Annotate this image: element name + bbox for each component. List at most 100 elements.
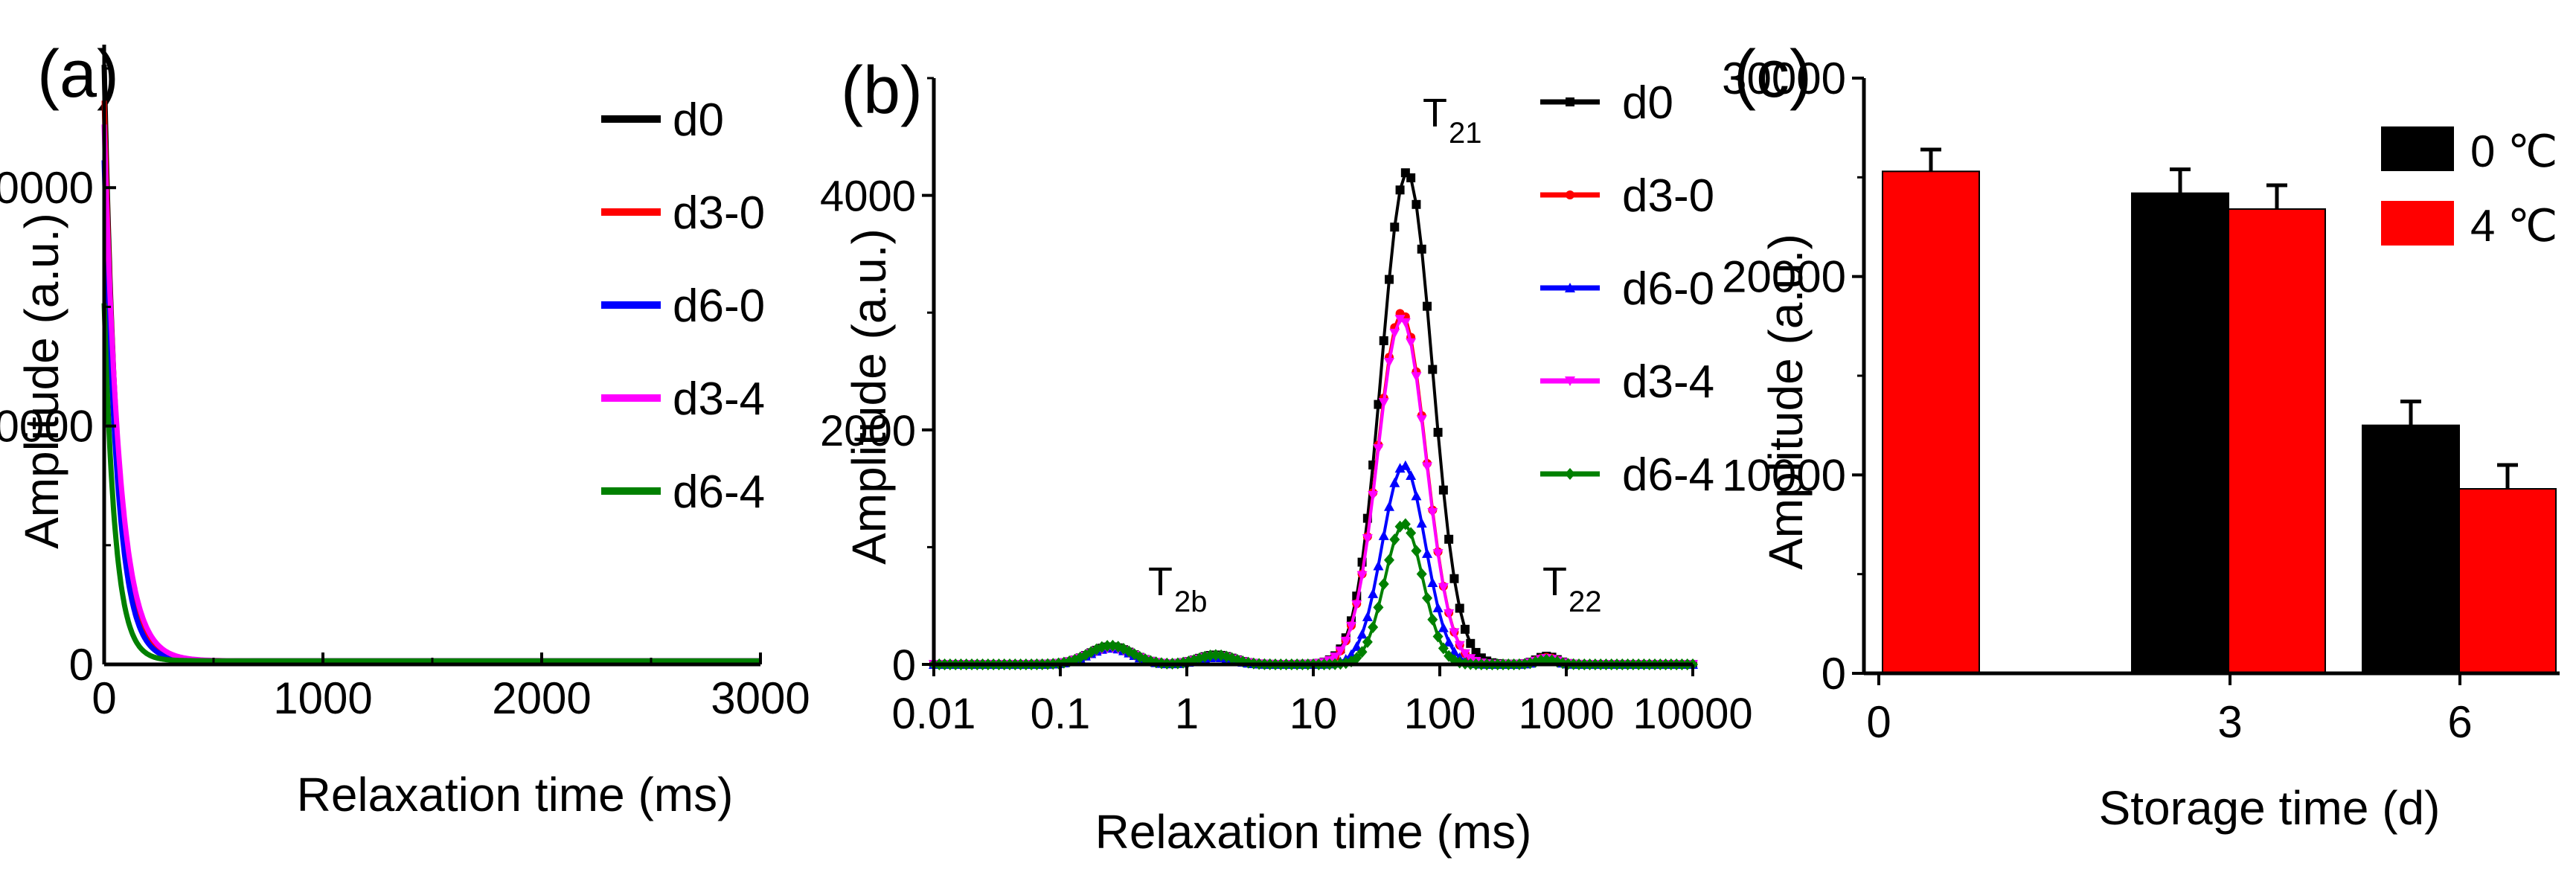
legend-a-label-d6-0: d6-0 <box>673 280 765 332</box>
series-a-d6-4 <box>101 303 760 664</box>
marker <box>1444 609 1455 619</box>
panel-c-bars-group <box>1882 147 2557 675</box>
annotation-T21-sub: 21 <box>1449 117 1482 150</box>
legend-a-label-d6-4: d6-4 <box>673 466 765 518</box>
marker <box>1427 508 1438 519</box>
panel-c-xlabel: Storage time (d) <box>2099 781 2441 835</box>
marker <box>1565 376 1575 386</box>
marker <box>1454 641 1465 651</box>
panel-a-xlabel: Relaxation time (ms) <box>297 768 734 821</box>
panel-c-label: (c) <box>1734 37 1812 112</box>
marker <box>1566 97 1574 106</box>
marker <box>1394 315 1406 325</box>
series-a-d3-0 <box>101 100 760 664</box>
panel-c-ytick-label: 10000 <box>1722 450 1846 500</box>
marker <box>1356 646 1368 658</box>
marker <box>1433 428 1443 437</box>
panel-c-xtick-label: 6 <box>2447 697 2472 747</box>
panel-b-label: (b) <box>841 54 923 128</box>
legend-b-label-d6-0: d6-0 <box>1622 263 1714 315</box>
annotation-T2b: T 2b <box>1148 559 1208 618</box>
marker <box>1427 577 1438 588</box>
marker <box>1351 652 1362 664</box>
marker <box>1351 600 1362 610</box>
panel-a-xtick-label: 0 <box>92 673 116 723</box>
legend-b-label-d6-4: d6-4 <box>1622 449 1714 501</box>
marker <box>1406 173 1416 183</box>
marker <box>1330 652 1341 663</box>
panel-a-xtick-label: 2000 <box>492 673 591 723</box>
legend-c-label-0C: 0 ℃ <box>2470 126 2557 176</box>
legend-c-swatch-4C <box>2381 201 2454 246</box>
panel-a-ylabel: Amplitude (a.u.) <box>15 213 68 549</box>
series-a-d3-4 <box>101 124 760 664</box>
marker <box>1385 275 1394 284</box>
marker <box>1466 638 1476 648</box>
marker <box>1416 568 1427 580</box>
legend-a-label-d3-0: d3-0 <box>673 187 765 239</box>
series-b-line <box>934 464 1693 666</box>
marker <box>1565 468 1575 480</box>
panel-b-xtick-label: 100 <box>1404 690 1476 738</box>
marker <box>1379 336 1388 345</box>
panel-a-xtick-label: 3000 <box>711 673 810 723</box>
annotation-T21: T 21 <box>1423 91 1482 150</box>
marker <box>1438 642 1449 655</box>
marker <box>1422 462 1432 472</box>
marker <box>1444 534 1454 544</box>
marker <box>1455 603 1464 613</box>
legend-c-label-4C: 4 ℃ <box>2470 201 2557 251</box>
marker <box>1417 244 1426 254</box>
panel-a: (a) 010002000300001000020000 Amplitude (… <box>0 37 810 821</box>
marker <box>1373 444 1384 455</box>
marker <box>1400 460 1411 470</box>
marker <box>1460 649 1470 659</box>
panel-b-axes: 0.01 0.1 1 10 100 1000 10000 0 2000 4000 <box>820 77 1753 738</box>
marker <box>1356 571 1368 581</box>
panel-c-xtick-label: 3 <box>2217 697 2242 747</box>
panel-c-ytick-label: 20000 <box>1722 252 1846 302</box>
marker <box>1390 222 1400 232</box>
panel-b-ytick-label: 2000 <box>820 407 916 455</box>
marker <box>1362 635 1373 648</box>
panel-c-ytick-label: 0 <box>1822 649 1846 699</box>
marker <box>1384 358 1394 368</box>
marker <box>1400 518 1411 530</box>
annotation-T2b-sub: 2b <box>1174 586 1208 618</box>
marker <box>1416 518 1427 528</box>
marker <box>1395 185 1405 195</box>
marker <box>1406 338 1417 348</box>
panel-b-ylabel: Amplitude (a.u.) <box>842 228 896 565</box>
annotation-T21-base: T <box>1423 91 1447 135</box>
marker <box>1384 501 1394 511</box>
panel-b-xlabel: Relaxation time (ms) <box>1095 805 1532 859</box>
marker <box>1356 629 1368 639</box>
annotation-T22-sub: 22 <box>1569 586 1602 618</box>
panel-c-ytick-label: 30000 <box>1722 54 1846 103</box>
panel-c: (c) 0 3 6 0 10000 20000 30000 Amplitude (a.u.)… <box>1722 37 2560 835</box>
bar-0C-day-3 <box>2131 192 2229 674</box>
marker <box>1389 328 1400 339</box>
marker <box>1438 622 1449 632</box>
panel-b-legend: d0 d3-0 d6-0 d3-4 d6-4 <box>1540 77 1714 501</box>
legend-b-label-d3-4: d3-4 <box>1622 356 1714 408</box>
series-a-d6-0 <box>101 160 760 664</box>
panel-c-axes: 0 3 6 0 10000 20000 30000 <box>1722 54 2560 747</box>
marker <box>1362 611 1373 621</box>
marker <box>1362 534 1373 545</box>
marker <box>1438 583 1449 593</box>
panel-b-xtick-label: 1000 <box>1518 690 1614 738</box>
bar-4C-day-6 <box>2458 488 2557 674</box>
marker <box>1427 613 1438 626</box>
panel-a-ytick-label: 0 <box>69 640 94 690</box>
marker <box>1378 398 1389 408</box>
bar-4C-day-0 <box>1882 170 1980 675</box>
marker <box>1389 477 1400 487</box>
marker <box>1378 578 1389 591</box>
marker <box>1444 636 1455 647</box>
legend-b-label-d3-0: d3-0 <box>1622 170 1714 222</box>
panel-b-xtick-label: 10 <box>1289 690 1338 738</box>
panel-a-ytick-label: 10000 <box>0 402 94 452</box>
legend-a-label-d3-4: d3-4 <box>673 373 765 425</box>
